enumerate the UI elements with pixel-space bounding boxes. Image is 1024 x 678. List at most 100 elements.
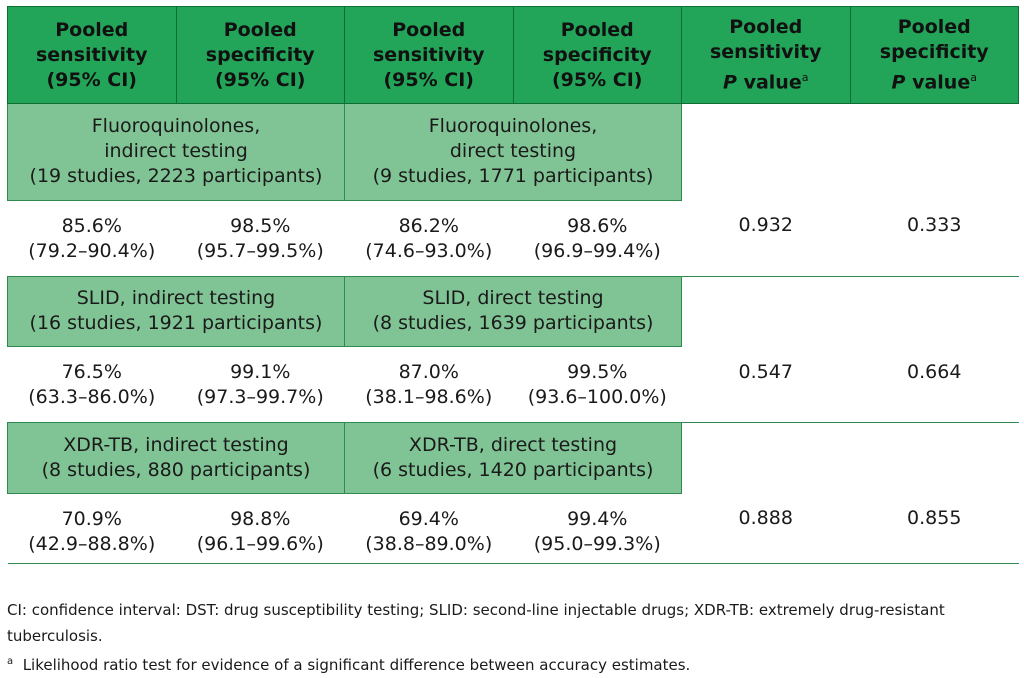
group-label-line: (16 studies, 1921 participants) [29, 312, 323, 335]
header-specificity-p-value: Pooled specificity P valuea [849, 6, 1019, 104]
p-value-cell: 0.855 [850, 493, 1019, 564]
group-label-line: (8 studies, 1639 participants) [372, 312, 654, 335]
confidence-interval: (96.9–99.4%) [533, 239, 661, 262]
group-blank-cell [681, 276, 1019, 347]
estimate: 76.5% [61, 361, 122, 383]
estimate: 99.5% [567, 361, 628, 383]
footnote-marker: a [801, 70, 809, 84]
header-line: Pooled [55, 18, 129, 41]
estimate: 86.2% [398, 214, 459, 237]
header-line: (95% CI) [383, 68, 474, 91]
header-line: Pooled [560, 18, 634, 41]
accuracy-table-container: Pooled sensitivity (95% CI) Pooled speci… [7, 6, 1019, 564]
value-cell: 76.5% (63.3–86.0%) [7, 346, 176, 423]
value-cell: 98.6% (96.9–99.4%) [513, 200, 682, 277]
value-row-fluoroquinolones: 85.6% (79.2–90.4%) 98.5% (95.7–99.5%) 86.2… [7, 200, 1019, 277]
group-label-line: XDR-TB, indirect testing [63, 433, 289, 456]
estimate: 70.9% [61, 507, 122, 530]
confidence-interval: (63.3–86.0%) [28, 386, 156, 408]
p-value-cell: 0.932 [681, 200, 850, 277]
group-label-direct: SLID, direct testing (8 studies, 1639 pa… [344, 275, 682, 347]
estimate: 85.6% [61, 214, 122, 237]
p-value: 0.855 [907, 507, 962, 529]
confidence-interval: (97.3–99.7%) [196, 386, 324, 408]
confidence-interval: (42.9–88.8%) [28, 532, 156, 555]
group-row-xdr-tb: XDR-TB, indirect testing (8 studies, 880… [7, 422, 1019, 494]
header-line: sensitivity [35, 43, 148, 66]
p-value: 0.888 [738, 507, 793, 529]
p-value: 0.547 [738, 360, 793, 383]
header-line: specificity [879, 40, 989, 63]
group-blank-cell [681, 422, 1019, 493]
header-direct-specificity: Pooled specificity (95% CI) [512, 6, 682, 104]
header-line: Pooled [392, 18, 466, 41]
header-line: (95% CI) [552, 68, 643, 91]
group-label-line: Fluoroquinolones, [428, 115, 598, 138]
abbreviations-note: CI: confidence interval: DST: drug susce… [7, 601, 945, 645]
confidence-interval: (74.6–93.0%) [365, 239, 493, 262]
header-line: specificity [205, 43, 315, 66]
header-line: sensitivity [372, 43, 485, 66]
group-row-fluoroquinolones: Fluoroquinolones, indirect testing (19 s… [7, 103, 1019, 201]
pooled-accuracy-table: Pooled sensitivity (95% CI) Pooled speci… [7, 6, 1019, 564]
group-label-line: SLID, direct testing [422, 287, 604, 310]
p-value: 0.932 [738, 214, 793, 236]
value-cell: 98.5% (95.7–99.5%) [176, 200, 345, 277]
group-label-line: SLID, indirect testing [76, 287, 276, 310]
header-line: specificity [542, 43, 652, 66]
estimate: 69.4% [398, 507, 459, 530]
group-label-line: (19 studies, 2223 participants) [29, 165, 323, 188]
p-value: 0.664 [907, 360, 962, 383]
header-line: Pooled [897, 15, 971, 38]
value-cell: 69.4% (38.8–89.0%) [344, 493, 513, 564]
header-line: sensitivity [709, 40, 822, 63]
footnote-text: Likelihood ratio test for evidence of a … [22, 656, 691, 674]
value-row-slid: 76.5% (63.3–86.0%) 99.1% (97.3–99.7%) 87.0… [7, 346, 1019, 423]
confidence-interval: (38.1–98.6%) [365, 386, 493, 408]
estimate: 98.6% [567, 214, 628, 237]
group-label-line: (9 studies, 1771 participants) [372, 165, 654, 188]
p-value: 0.333 [907, 214, 962, 236]
value-cell: 98.8% (96.1–99.6%) [176, 493, 345, 564]
header-line: Pooled [223, 18, 297, 41]
header-line: value [736, 71, 802, 94]
estimate: 98.5% [230, 214, 291, 237]
value-cell: 87.0% (38.1–98.6%) [344, 346, 513, 423]
header-row: Pooled sensitivity (95% CI) Pooled speci… [7, 6, 1019, 104]
group-label-indirect: Fluoroquinolones, indirect testing (19 s… [7, 103, 345, 201]
estimate: 99.4% [567, 507, 628, 530]
value-cell: 86.2% (74.6–93.0%) [344, 200, 513, 277]
confidence-interval: (96.1–99.6%) [196, 532, 324, 555]
confidence-interval: (95.0–99.3%) [533, 532, 661, 555]
header-line: value [905, 71, 971, 94]
table-footnotes: CI: confidence interval: DST: drug susce… [7, 597, 1018, 678]
group-label-indirect: SLID, indirect testing (16 studies, 1921… [7, 275, 345, 347]
value-cell: 99.4% (95.0–99.3%) [513, 493, 682, 564]
group-label-indirect: XDR-TB, indirect testing (8 studies, 880… [7, 422, 345, 494]
p-symbol: P [891, 71, 906, 94]
value-cell: 70.9% (42.9–88.8%) [7, 493, 176, 564]
group-label-direct: Fluoroquinolones, direct testing (9 stud… [344, 103, 682, 201]
group-label-line: Fluoroquinolones, [91, 115, 261, 138]
value-cell: 85.6% (79.2–90.4%) [7, 200, 176, 277]
p-symbol: P [723, 71, 737, 94]
p-value-cell: 0.664 [850, 346, 1019, 423]
footnote-a: a Likelihood ratio test for evidence of … [7, 649, 1018, 678]
confidence-interval: (38.8–89.0%) [365, 532, 493, 555]
confidence-interval: (79.2–90.4%) [28, 239, 156, 262]
header-direct-sensitivity: Pooled sensitivity (95% CI) [344, 6, 514, 104]
group-label-line: direct testing [449, 140, 577, 163]
confidence-interval: (93.6–100.0%) [527, 386, 667, 408]
header-sensitivity-p-value: Pooled sensitivity P valuea [681, 6, 851, 104]
group-label-line: (8 studies, 880 participants) [41, 458, 311, 481]
value-cell: 99.5% (93.6–100.0%) [513, 346, 682, 423]
value-row-xdr-tb: 70.9% (42.9–88.8%) 98.8% (96.1–99.6%) 69.4… [7, 493, 1019, 564]
footnote-marker: a [7, 656, 14, 667]
group-row-slid: SLID, indirect testing (16 studies, 1921… [7, 275, 1019, 347]
group-label-line: XDR-TB, direct testing [408, 433, 618, 456]
group-label-line: indirect testing [104, 140, 248, 163]
p-value-cell: 0.333 [850, 200, 1019, 277]
header-indirect-specificity: Pooled specificity (95% CI) [175, 6, 345, 104]
value-cell: 99.1% (97.3–99.7%) [176, 346, 345, 423]
group-label-direct: XDR-TB, direct testing (6 studies, 1420 … [344, 422, 682, 494]
